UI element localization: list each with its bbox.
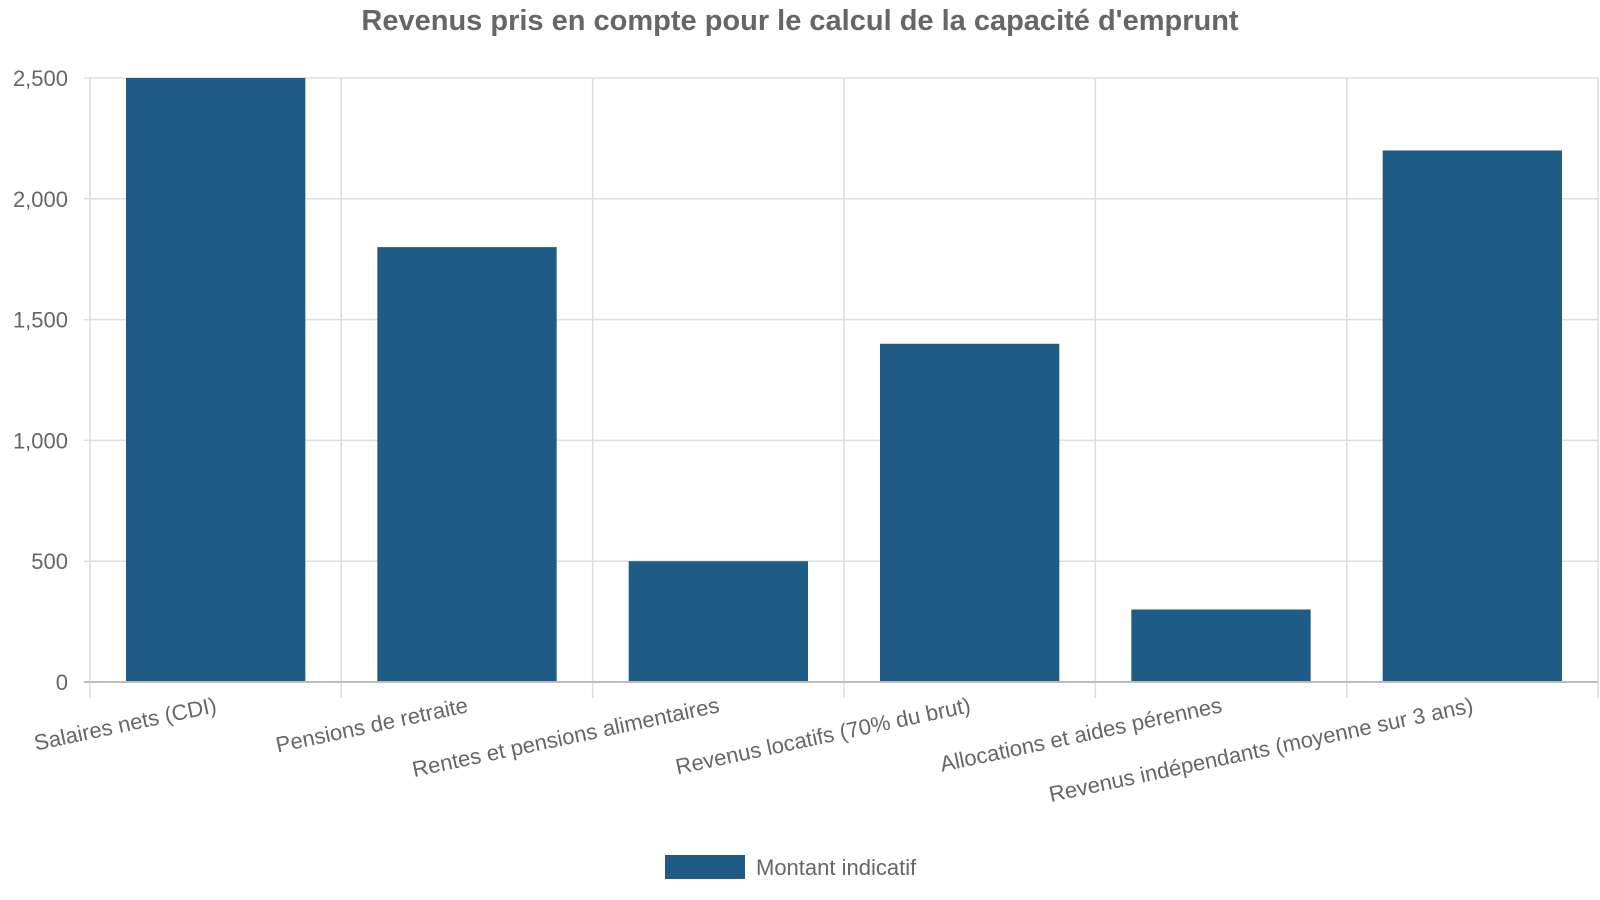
bar	[1131, 609, 1311, 682]
y-tick-label: 2,000	[13, 187, 68, 212]
y-tick-label: 0	[56, 670, 68, 695]
legend-label: Montant indicatif	[756, 855, 917, 880]
bar	[628, 561, 808, 682]
y-axis-tick-labels: 0 500 1,000 1,500 2,000 2,500	[13, 66, 68, 695]
y-tick-label: 2,500	[13, 66, 68, 91]
grid-lines	[84, 77, 1599, 698]
chart-title: Revenus pris en compte pour le calcul de…	[361, 5, 1238, 37]
bar	[880, 343, 1060, 682]
legend: Montant indicatif	[665, 855, 917, 880]
bar	[126, 78, 306, 682]
x-tick-label: Revenus indépendants (moyenne sur 3 ans)	[1047, 692, 1476, 806]
bar	[377, 247, 557, 682]
x-tick-label: Pensions de retraite	[273, 692, 470, 757]
legend-swatch	[665, 855, 745, 879]
bar	[1382, 150, 1562, 683]
x-axis-tick-labels: Salaires nets (CDI) Pensions de retraite R…	[32, 692, 1476, 806]
bars	[126, 78, 1562, 683]
y-tick-label: 1,000	[13, 428, 68, 453]
y-tick-label: 1,500	[13, 308, 68, 333]
y-tick-label: 500	[31, 549, 68, 574]
x-tick-label: Salaires nets (CDI)	[32, 692, 219, 755]
